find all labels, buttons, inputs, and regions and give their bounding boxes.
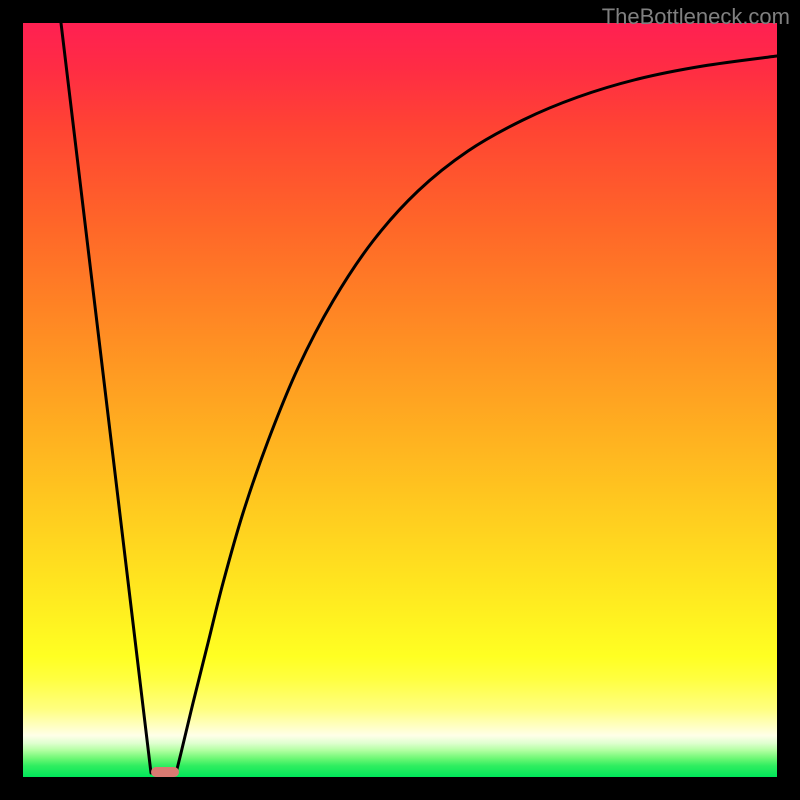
chart-background bbox=[23, 23, 777, 777]
watermark: TheBottleneck.com bbox=[602, 4, 790, 30]
bottleneck-chart bbox=[0, 0, 800, 800]
chart-container: TheBottleneck.com bbox=[0, 0, 800, 800]
minimum-marker bbox=[151, 767, 179, 777]
